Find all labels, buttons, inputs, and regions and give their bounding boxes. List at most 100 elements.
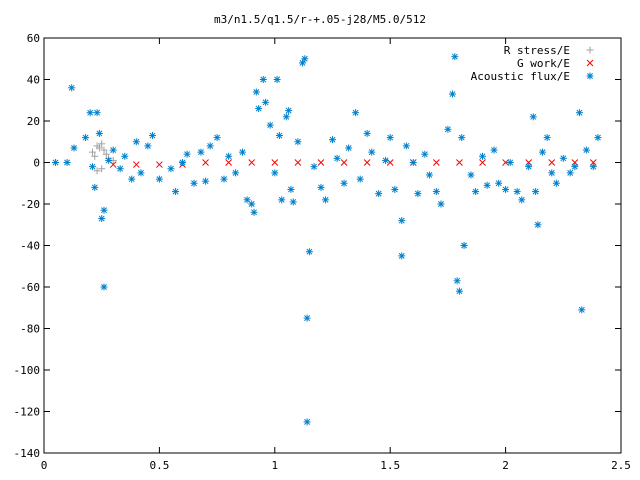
data-point (202, 159, 209, 166)
data-point (301, 55, 309, 63)
data-point (303, 314, 311, 322)
data-point (206, 142, 214, 150)
data-point (144, 142, 152, 150)
data-point (479, 152, 487, 160)
data-point (513, 188, 521, 196)
data-point (518, 196, 526, 204)
data-point (552, 179, 560, 187)
data-point (262, 98, 270, 106)
data-point (148, 132, 156, 140)
data-point (453, 277, 461, 285)
data-point (548, 159, 556, 166)
data-point (534, 221, 542, 229)
data-point (495, 179, 503, 187)
data-point (102, 150, 110, 158)
data-point (88, 148, 96, 156)
data-point (190, 179, 198, 187)
data-point (391, 185, 399, 193)
data-point (539, 148, 547, 156)
data-point (100, 283, 108, 291)
data-point (543, 134, 551, 142)
data-point (285, 107, 293, 115)
data-point (329, 136, 336, 144)
data-point (559, 154, 567, 162)
data-point (305, 248, 313, 256)
x-tick-label: 1.5 (380, 459, 400, 472)
data-point (479, 159, 486, 166)
data-point (303, 418, 311, 426)
data-point (278, 196, 286, 204)
data-point (178, 159, 186, 166)
data-point (432, 188, 440, 196)
axis-ticks: 0 0.5 1 1.5 2 2.5 -140 -120 -100 -80 -60 -40 -20 0 20 4… (14, 32, 631, 472)
data-point (98, 215, 106, 223)
data-point (287, 185, 295, 193)
x-tick-label: 1 (271, 459, 278, 472)
data-point (483, 181, 491, 189)
data-point (93, 109, 101, 117)
data-point (352, 109, 360, 117)
data-point (95, 129, 103, 137)
data-point (322, 196, 330, 204)
data-point (421, 150, 429, 158)
data-point (460, 242, 468, 249)
data-point (273, 76, 281, 83)
data-point (425, 171, 433, 179)
data-point (255, 105, 263, 113)
data-point (132, 138, 140, 146)
data-point (213, 134, 221, 142)
plot-frame (43, 37, 622, 454)
data-point (529, 113, 537, 121)
data-point (451, 53, 459, 61)
data-point (271, 169, 279, 177)
legend-label: Acoustic flux/E (471, 70, 570, 83)
data-point (225, 159, 232, 166)
y-tick-label: 40 (27, 74, 40, 87)
data-point (109, 146, 117, 154)
y-tick-label: -20 (20, 198, 40, 211)
x-tick-label: 2.5 (611, 459, 631, 472)
data-point (121, 152, 129, 160)
data-point (248, 159, 256, 166)
data-point (506, 159, 514, 166)
data-point (444, 125, 452, 133)
y-tick-label: 20 (27, 115, 40, 128)
data-point (95, 144, 103, 152)
data-point (333, 154, 341, 162)
data-point (116, 165, 124, 173)
chart-title: m3/n1.5/q1.5/r-+.05-j28/M5.0/512 (214, 13, 426, 26)
data-point (68, 84, 76, 92)
data-point (100, 146, 108, 154)
data-point (398, 252, 406, 260)
data-point (294, 138, 302, 146)
data-point (449, 90, 457, 98)
y-tick-label: 60 (27, 32, 40, 45)
data-point (266, 121, 274, 129)
data-point (220, 175, 228, 183)
data-point (86, 109, 94, 117)
data-point (250, 208, 258, 216)
data-point (252, 88, 260, 96)
data-point (172, 188, 180, 196)
data-point (382, 156, 390, 164)
data-point (340, 179, 348, 187)
data-point (589, 163, 597, 171)
data-point (375, 190, 383, 198)
y-tick-label: 0 (33, 157, 40, 170)
data-point (248, 200, 256, 208)
data-point (502, 185, 510, 193)
data-point (456, 159, 463, 166)
data-point (398, 217, 406, 225)
data-point (532, 188, 540, 196)
data-point (317, 159, 325, 166)
data-point (363, 159, 371, 166)
data-point (289, 198, 297, 206)
data-point (100, 206, 108, 214)
legend-label: G work/E (517, 57, 570, 70)
data-point (356, 175, 364, 183)
data-point (345, 144, 353, 152)
data-point (490, 146, 498, 154)
data-point (155, 175, 163, 183)
data-point (571, 163, 579, 171)
